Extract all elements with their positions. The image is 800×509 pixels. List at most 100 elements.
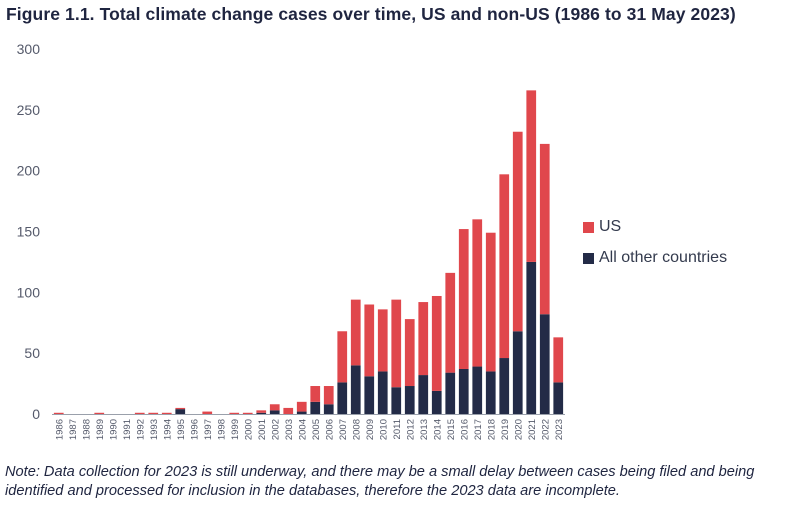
bar-us-2023 <box>553 337 564 383</box>
x-tick-label: 1999 <box>230 419 241 440</box>
x-tick-label: 2020 <box>513 419 524 440</box>
bar-us-2012 <box>404 319 415 387</box>
x-tick-label: 2002 <box>270 419 281 440</box>
chart-title: Figure 1.1. Total climate change cases o… <box>6 4 736 24</box>
bar-other-2002 <box>269 410 280 414</box>
bar-other-2022 <box>539 314 550 414</box>
x-tick-label: 2003 <box>284 419 295 440</box>
bar-us-2010 <box>377 309 388 372</box>
bar-us-2016 <box>458 229 469 369</box>
bar-us-1999 <box>229 412 240 414</box>
bar-us-2019 <box>499 174 510 359</box>
x-tick-label: 1989 <box>95 419 106 440</box>
bar-us-2015 <box>445 272 456 373</box>
y-tick-label: 200 <box>17 163 41 179</box>
y-tick-label: 50 <box>24 345 40 361</box>
y-tick-label: 300 <box>17 41 41 57</box>
x-tick-label: 1987 <box>68 419 79 440</box>
bar-us-2001 <box>256 410 267 413</box>
bar-other-2007 <box>337 382 348 414</box>
x-tick-label: 2016 <box>459 419 470 440</box>
bar-other-2017 <box>472 366 483 414</box>
x-tick-label: 1998 <box>216 419 227 440</box>
bar-us-2014 <box>431 295 442 391</box>
bar-group <box>53 90 564 414</box>
bar-other-2008 <box>350 365 361 414</box>
bar-us-2020 <box>512 131 523 332</box>
bar-other-2006 <box>323 404 334 414</box>
y-tick-label: 0 <box>32 406 40 422</box>
x-tick-label: 2018 <box>486 419 497 440</box>
bar-us-1989 <box>94 412 105 414</box>
bar-us-2018 <box>485 232 496 372</box>
bar-us-2003 <box>283 407 294 414</box>
x-tick-label: 2010 <box>378 419 389 440</box>
bar-other-2021 <box>526 261 537 414</box>
x-tick-label: 2022 <box>540 419 551 440</box>
legend-swatch-other-countries <box>583 252 594 264</box>
bar-other-2023 <box>553 382 564 414</box>
y-axis: 0 50 100 150 200 250 300 <box>17 41 41 422</box>
bar-other-2012 <box>404 386 415 414</box>
bar-other-2005 <box>310 401 321 414</box>
bar-us-2006 <box>323 386 334 405</box>
bar-other-2016 <box>458 368 469 414</box>
x-tick-label: 2012 <box>405 419 416 440</box>
x-tick-label: 2013 <box>419 419 430 440</box>
y-tick-label: 150 <box>17 224 41 240</box>
bar-other-2001 <box>256 412 267 414</box>
x-tick-label: 1988 <box>81 419 92 440</box>
x-tick-label: 2000 <box>243 419 254 440</box>
legend-item-us: US <box>583 218 621 236</box>
bar-other-2019 <box>499 358 510 414</box>
x-tick-label: 2014 <box>432 419 443 440</box>
x-tick-label: 2009 <box>365 419 376 440</box>
legend-label-us: US <box>599 218 622 235</box>
x-tick-label: 2005 <box>311 419 322 440</box>
bar-other-2014 <box>431 390 442 414</box>
x-tick-label: 1995 <box>176 419 187 440</box>
bar-us-2007 <box>337 331 348 383</box>
bar-us-1993 <box>148 412 159 414</box>
bar-other-2018 <box>485 371 496 414</box>
bar-us-2000 <box>242 412 253 414</box>
x-tick-label: 2023 <box>554 419 565 440</box>
legend-label-other-countries: All other countries <box>599 249 728 266</box>
x-tick-label: 2001 <box>257 419 268 440</box>
bar-us-2013 <box>418 302 429 376</box>
bar-us-2021 <box>526 90 537 262</box>
bar-us-1995 <box>175 407 186 410</box>
bar-us-1992 <box>134 412 145 414</box>
x-tick-label: 2008 <box>351 419 362 440</box>
bar-other-1995 <box>175 409 186 414</box>
footnote: Note: Data collection for 2023 is still … <box>5 464 755 499</box>
bar-other-2004 <box>296 411 307 414</box>
y-tick-label: 100 <box>17 284 41 300</box>
legend-swatch-us <box>583 221 594 233</box>
legend-item-other-countries: All other countries <box>583 249 727 267</box>
bar-us-2009 <box>364 304 375 377</box>
x-tick-label: 1992 <box>135 419 146 440</box>
x-tick-label: 2007 <box>338 419 349 440</box>
bar-other-2020 <box>512 331 523 414</box>
x-tick-label: 2004 <box>297 419 308 440</box>
x-tick-label: 1990 <box>108 419 119 440</box>
bar-us-2004 <box>296 401 307 412</box>
bar-other-2010 <box>377 371 388 414</box>
x-tick-label: 2017 <box>473 419 484 440</box>
bar-us-2002 <box>269 404 280 411</box>
x-tick-label: 1991 <box>122 419 133 440</box>
bar-us-2011 <box>391 299 402 388</box>
bar-us-2008 <box>350 299 361 366</box>
x-tick-label: 2021 <box>527 419 538 440</box>
x-tick-label: 1994 <box>162 419 173 440</box>
bar-us-2017 <box>472 219 483 367</box>
y-tick-label: 250 <box>17 102 41 118</box>
bar-other-2009 <box>364 376 375 414</box>
bar-us-2005 <box>310 386 321 402</box>
x-tick-label: 2006 <box>324 419 335 440</box>
x-tick-label: 2015 <box>446 419 457 440</box>
x-tick-label: 2011 <box>392 419 403 439</box>
bar-us-1994 <box>161 412 172 414</box>
